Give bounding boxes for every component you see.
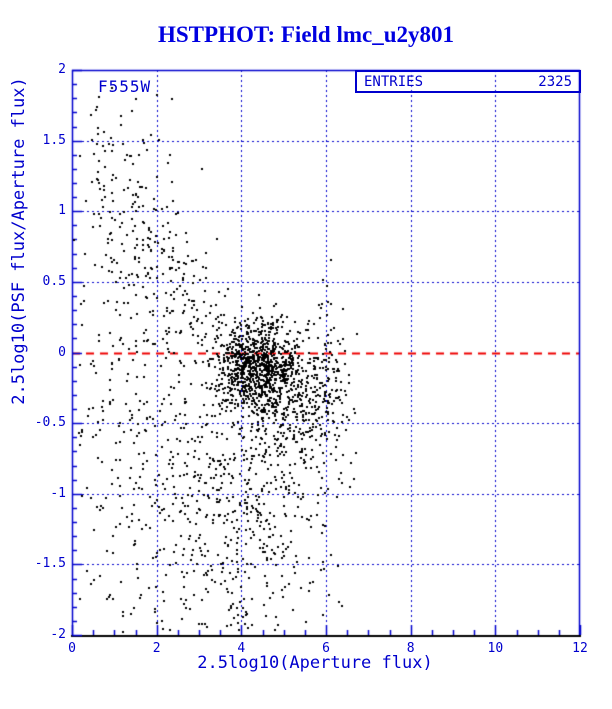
page-title: HSTPHOT: Field lmc_u2y801 bbox=[157, 22, 455, 47]
x-tick-label: 4 bbox=[237, 641, 246, 656]
y-tick-label: -0.5 bbox=[34, 415, 66, 431]
x-tick-label: 6 bbox=[322, 641, 330, 656]
stats-box: ENTRIES 2325 bbox=[355, 70, 581, 93]
stats-entries-value: 2325 bbox=[538, 73, 572, 90]
y-tick-label: 2 bbox=[58, 62, 66, 77]
y-axis-title: 2.5log10(PSF flux/Aperture flux) bbox=[9, 77, 29, 405]
y-tick-label: 1.5 bbox=[42, 132, 66, 148]
x-tick-label: 2 bbox=[152, 641, 161, 656]
stats-entries-label: ENTRIES bbox=[364, 73, 424, 90]
x-tick-label: 0 bbox=[68, 641, 76, 656]
y-tick-label: 0.5 bbox=[42, 273, 66, 289]
filter-label: F555W bbox=[98, 77, 152, 96]
x-tick-label: 12 bbox=[572, 641, 588, 656]
x-axis-title: 2.5log10(Aperture flux) bbox=[197, 653, 433, 673]
y-tick-label: -1 bbox=[50, 485, 66, 501]
y-tick-label: 0 bbox=[58, 344, 66, 360]
y-tick-label: -1.5 bbox=[34, 556, 66, 572]
x-tick-label: 10 bbox=[487, 641, 504, 656]
y-tick-label: -2 bbox=[50, 627, 66, 642]
x-tick-label: 8 bbox=[406, 641, 415, 656]
y-tick-label: 1 bbox=[58, 203, 66, 219]
